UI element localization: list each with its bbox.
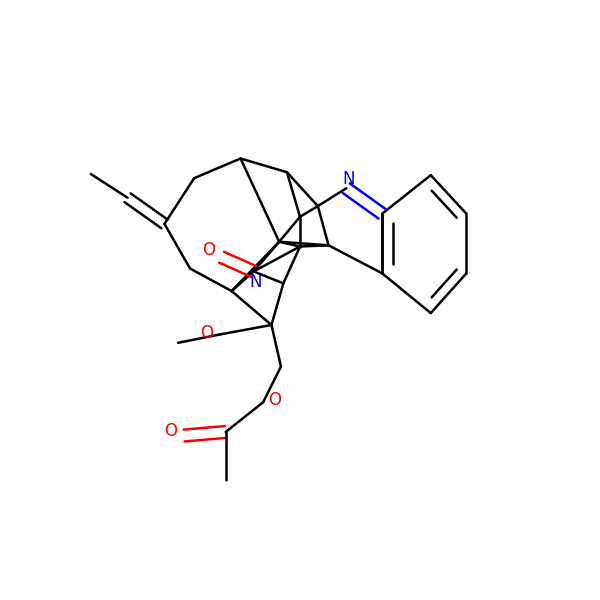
Text: O: O: [269, 391, 281, 409]
Text: O: O: [164, 422, 178, 440]
Text: N: N: [249, 273, 262, 291]
Text: O: O: [200, 324, 213, 342]
Text: O: O: [202, 241, 215, 259]
Text: N: N: [342, 170, 355, 188]
